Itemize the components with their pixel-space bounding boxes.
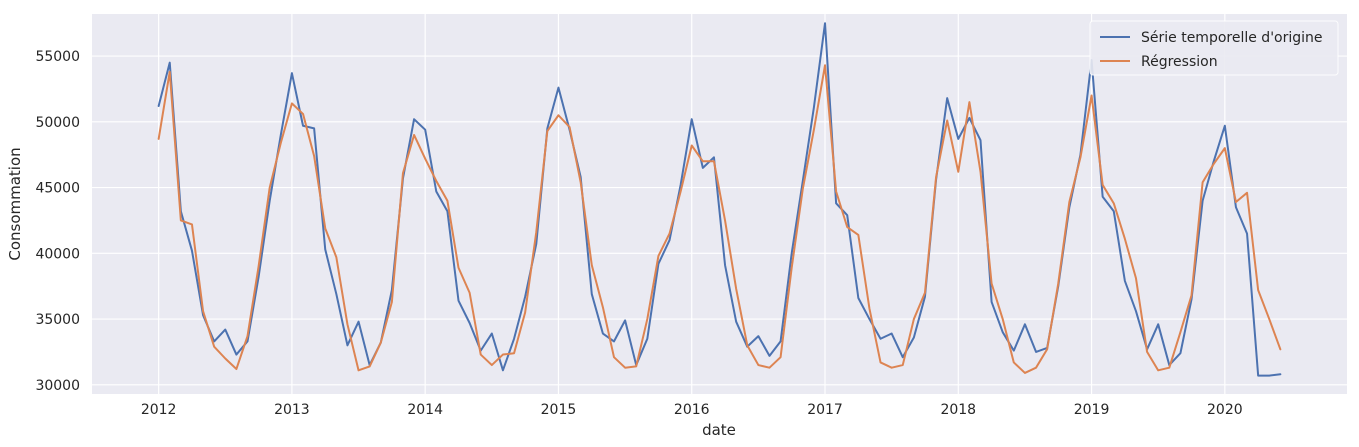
y-tick-label: 55000	[35, 49, 80, 65]
legend: Série temporelle d'origine Régression	[1089, 20, 1339, 76]
y-tick-label: 50000	[35, 115, 80, 131]
x-axis-label: date	[702, 421, 736, 439]
series-layer	[157, 22, 1282, 377]
y-axis-label: Consommation	[6, 147, 24, 260]
legend-box	[1089, 20, 1339, 76]
x-tick-label: 2012	[141, 402, 177, 418]
x-tick-label: 2014	[407, 402, 443, 418]
y-tick-label: 45000	[35, 181, 80, 197]
legend-label-regression: Régression	[1141, 54, 1218, 70]
y-tick-label: 35000	[35, 312, 80, 328]
x-tick-label: 2019	[1074, 402, 1110, 418]
y-tick-label: 30000	[35, 378, 80, 394]
x-tick-label: 2015	[541, 402, 577, 418]
series-line-original	[157, 22, 1282, 377]
y-tick-label: 40000	[35, 246, 80, 262]
x-tick-label: 2017	[807, 402, 843, 418]
x-tick-label: 2018	[940, 402, 976, 418]
series-line-regression	[157, 64, 1282, 374]
x-tick-label: 2020	[1207, 402, 1243, 418]
legend-label-original: Série temporelle d'origine	[1141, 30, 1323, 46]
x-tick-label: 2013	[274, 402, 310, 418]
tick-labels: 2012 2013 2014 2015 2016 2017 2018 2019 2020 3000…	[35, 49, 1242, 418]
x-tick-label: 2016	[674, 402, 710, 418]
